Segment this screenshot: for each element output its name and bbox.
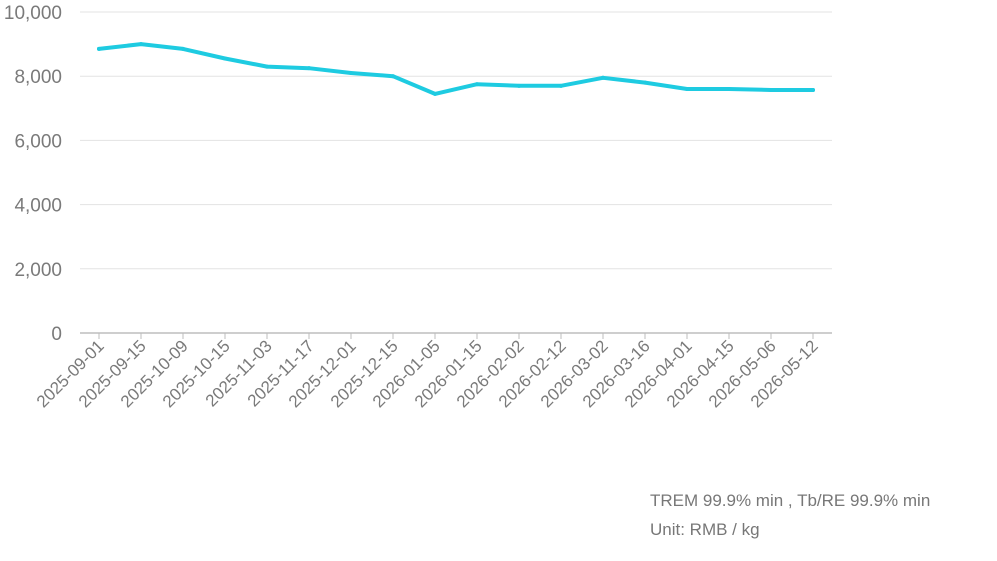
data-point (181, 46, 185, 51)
unit-note: Unit: RMB / kg (650, 520, 760, 539)
series-layer (97, 42, 815, 96)
grid-lines (80, 11, 832, 334)
data-point (97, 46, 101, 51)
y-tick-label: 2,000 (14, 260, 62, 281)
data-point (517, 83, 521, 88)
data-point (265, 64, 269, 69)
series-line (97, 42, 815, 96)
data-point (643, 80, 647, 85)
data-point (727, 87, 731, 92)
y-tick-label: 0 (51, 324, 62, 345)
data-point (601, 75, 605, 80)
data-point (391, 74, 395, 79)
y-tick-label: 4,000 (14, 196, 62, 217)
data-point (223, 56, 227, 61)
data-point (769, 88, 773, 93)
data-point (349, 70, 353, 75)
data-point (139, 42, 143, 47)
spec-note: TREM 99.9% min , Tb/RE 99.9% min (650, 491, 931, 510)
data-point (811, 88, 815, 93)
data-point (475, 82, 479, 87)
data-point (433, 91, 437, 96)
x-axis-tick-labels: 2025-09-012025-09-152025-10-092025-10-15… (33, 333, 822, 411)
data-point (685, 87, 689, 92)
y-axis-tick-labels: 0 2,000 4,000 6,000 8,000 10,000 (4, 3, 62, 345)
data-point (307, 66, 311, 71)
y-tick-label: 10,000 (4, 3, 62, 24)
y-tick-label: 6,000 (14, 131, 62, 152)
y-tick-label: 8,000 (14, 67, 62, 88)
data-point (559, 83, 563, 88)
